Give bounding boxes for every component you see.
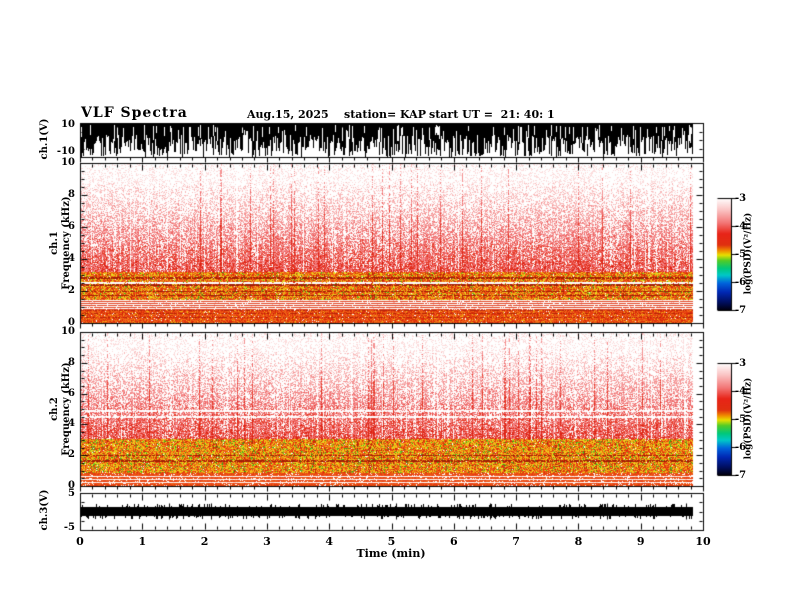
colorbar2-tick-label: -3 [735,358,747,369]
colorbar1-tick-label: -7 [735,305,747,316]
x-tick-label: 9 [636,535,645,548]
x-tick-label: 7 [512,535,520,548]
colorbar2-tick-label: -4 [735,386,747,397]
colorbar2-tick-label: -7 [735,470,747,481]
colorbar1-tick-label: -6 [735,277,747,288]
ch2-spec-ytick-label: 6 [68,387,75,399]
colorbar1-tick-label: -3 [735,193,747,204]
ch1-spec-ytick-label: 0 [68,317,75,328]
start-ut-label: start UT = 21: 40: 1 [429,108,555,121]
x-tick-label: 2 [200,535,209,548]
station-label: station= KAP [344,108,426,121]
x-tick-label: 1 [138,535,147,548]
ch1-wave-ytick-max: 10 [61,119,75,130]
ch1-spec-ytick-label: 4 [68,253,75,264]
x-tick-label: 0 [76,535,84,548]
x-tick-label: 6 [449,535,458,548]
ch1-spec-ytick-label: 10 [61,157,75,168]
ch1-spec-ytick-label: 2 [68,285,75,296]
ch3-wave-ytick-min: -5 [63,522,75,533]
ch3-wave-ytick-max: 5 [68,488,75,499]
ch2-spec-ytick-label: 4 [68,418,75,430]
ch2-spec-ytick-label: 2 [68,449,75,461]
colorbar1-tick-label: -4 [735,221,747,232]
ch2-spec-channel-label: ch.2 [49,397,60,421]
ch1-spec-ytick-label: 8 [68,189,75,200]
ch1-spec-ytick-label: 6 [68,221,75,232]
x-tick-label: 8 [574,535,583,548]
ch2-spec-ytick-label: 8 [68,356,75,368]
colorbar2-tick-label: -6 [735,442,747,453]
colorbar1-tick-label: -5 [735,249,747,260]
x-tick-label: 10 [695,535,711,548]
x-tick-label: 4 [325,535,334,548]
ch2-spec-ylabel: Frequency (kHz) [61,362,72,456]
x-tick-label: 3 [263,535,271,548]
x-axis-label: Time (min) [356,547,426,560]
ch2-spec-ytick-label: 0 [68,480,75,491]
x-tick-label: 5 [387,535,396,548]
ch2-spec-ytick-label: 10 [61,326,75,337]
date-label: Aug.15, 2025 [247,108,329,121]
colorbar2-tick-label: -5 [735,414,747,425]
ch1-wave-ytick-min: -10 [56,146,75,157]
page-title: VLF Spectra [81,105,188,121]
ch1-spec-ylabel: Frequency (kHz) [61,196,72,290]
ch1-spec-channel-label: ch.1 [49,231,60,255]
